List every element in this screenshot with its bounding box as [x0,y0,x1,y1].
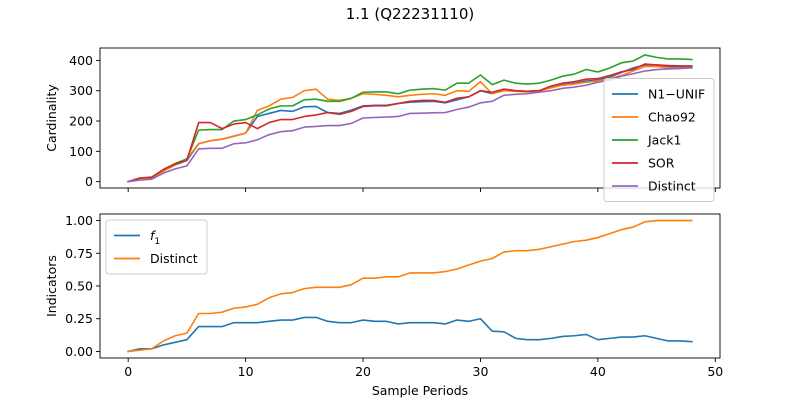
cardinality-legend-label-n1-unif: N1−UNIF [648,87,705,102]
indicators-xtick-label: 20 [355,364,371,379]
chart-title: 1.1 (Q22231110) [346,5,474,23]
cardinality-ylabel: Cardinality [44,84,59,152]
indicators-legend: f1 Distinct [105,219,208,275]
indicators-ytick-label: 0.50 [65,279,93,294]
indicators-xtick-label: 10 [238,364,254,379]
indicators-xlabel: Sample Periods [372,383,468,398]
cardinality-series-line-jack1 [127,54,693,183]
cardinality-ytick-label: 300 [69,83,93,98]
cardinality-ytick-label: 400 [69,53,93,68]
indicators-xtick-label: 40 [590,364,606,379]
cardinality-ytick-label: 200 [69,114,93,129]
cardinality-legend-label-jack1: Jack1 [647,133,681,148]
indicators-ytick-label: 0.75 [65,246,93,261]
cardinality-series-line-distinct [127,66,693,183]
cardinality-ytick-label: 100 [69,144,93,159]
indicators-panel: 0 10 20 30 40 50 0.00 0.25 0.50 0.75 1.00 Indicator… [44,213,723,398]
indicators-xtick-label: 30 [473,364,489,379]
indicators-legend-label-f1: f1 [150,228,160,247]
cardinality-series-line-chao92 [127,65,693,183]
cardinality-legend-label-distinct: Distinct [648,179,696,194]
cardinality-legend-label-chao92: Chao92 [648,110,696,125]
indicators-legend-label-distinct: Distinct [150,251,198,266]
indicators-xtick-label: 50 [707,364,723,379]
cardinality-legend-frame [603,78,715,202]
indicators-series-line-distinct [127,219,693,353]
indicators-series-line-f1 [127,316,693,353]
cardinality-ytick-label: 0 [85,174,93,189]
indicators-ytick-label: 0.25 [65,311,93,326]
cardinality-legend: N1−UNIF Chao92 Jack1 SOR Distinct [603,78,715,202]
indicators-xtick-label: 0 [124,364,132,379]
indicators-ytick-label: 0.00 [65,344,93,359]
indicators-legend-frame [105,219,208,275]
indicators-ylabel: Indicators [44,255,59,317]
cardinality-series-line-sor [127,63,693,183]
indicators-ytick-label: 1.00 [65,213,93,228]
cardinality-legend-label-sor: SOR [648,156,675,171]
cardinality-panel: 0 100 200 300 400 Cardinality N1−UNIF Chao92 Jac… [44,47,721,202]
cardinality-axes-frame [99,47,721,189]
